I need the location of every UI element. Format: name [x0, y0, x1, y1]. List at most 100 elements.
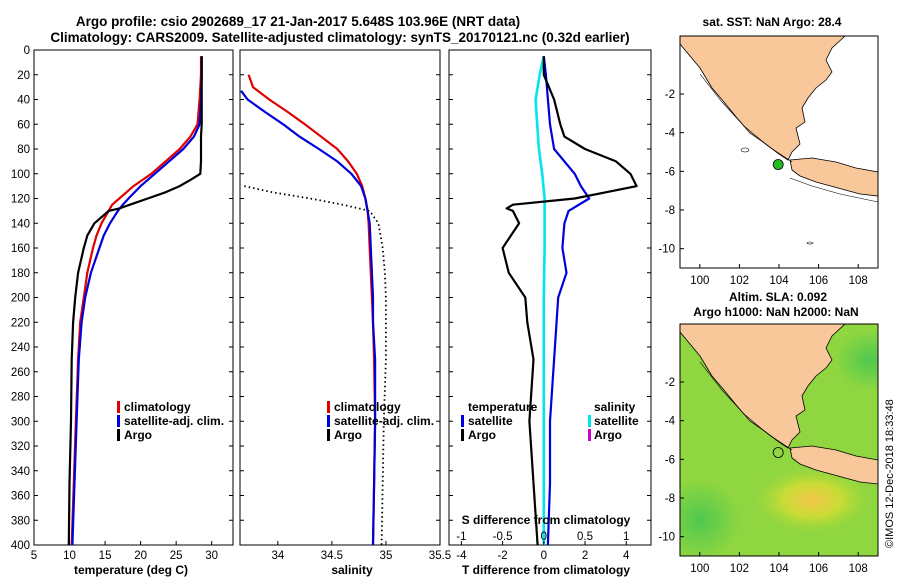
- legend-swatch-s-argo: [588, 429, 591, 441]
- legend-label-argo: Argo: [334, 428, 362, 442]
- y-tick-label: 360: [11, 491, 30, 503]
- x-tick-label: 15: [99, 550, 112, 562]
- legend-title-salinity: salinity: [594, 400, 636, 414]
- legend-title-temperature: temperature: [468, 400, 538, 414]
- y-tick-label: 200: [11, 293, 30, 305]
- y-tick-label: 60: [17, 119, 30, 131]
- y-tick-label: 0: [24, 45, 30, 57]
- series-t-satellite: [542, 56, 591, 546]
- sla-low-anomaly: [680, 480, 740, 556]
- map-y-tick-label: -2: [665, 89, 675, 101]
- sla-map-title: Altim. SLA: 0.092: [729, 290, 827, 304]
- sst-map-title: sat. SST: NaN Argo: 28.4: [703, 15, 842, 29]
- temperature-xlabel: temperature (deg C): [74, 563, 188, 577]
- map-y-tick-label: -6: [665, 454, 675, 466]
- legend-label-climatology: climatology: [334, 400, 401, 414]
- sumatra-land: [679, 35, 847, 161]
- map-y-tick-label: -2: [665, 377, 675, 389]
- shelf-contour: [699, 361, 793, 451]
- x-tick-label: 20: [134, 550, 147, 562]
- salinity-axes: [239, 49, 441, 546]
- map-y-tick-label: -4: [665, 416, 676, 428]
- shelf-contour-south: [789, 177, 879, 203]
- legend-label-s-argo: Argo: [594, 428, 622, 442]
- x-tick-label: 10: [63, 550, 76, 562]
- legend-swatch-satellite: [117, 415, 120, 427]
- y-tick-label: 220: [11, 317, 30, 329]
- y-tick-label: 80: [17, 144, 30, 156]
- x-tick-label-salinity: 0: [541, 531, 547, 543]
- x-tick-label: -4: [456, 550, 467, 562]
- island: [740, 147, 750, 153]
- sla-high-anomaly: [752, 466, 872, 534]
- y-tick-label: 300: [11, 416, 30, 428]
- x-tick-label-salinity: 0.5: [577, 531, 593, 543]
- map-y-tick-label: -8: [665, 205, 675, 217]
- sla-map-subtitle: Argo h1000: NaN h2000: NaN: [693, 305, 858, 319]
- x-tick-label: 2: [582, 550, 588, 562]
- argo-location-marker: [772, 159, 784, 170]
- map-x-tick-label: 108: [849, 275, 868, 287]
- series-argo: [67, 56, 203, 546]
- shelf-contour: [699, 73, 793, 163]
- sst-map: sat. SST: NaN Argo: 28.4 100 102 104 106 108…: [658, 15, 879, 287]
- y-tick-label: 240: [11, 342, 30, 354]
- temperature-legend: climatology satellite-adj. clim. Argo: [117, 400, 224, 442]
- header-line2: Climatology: CARS2009. Satellite-adjuste…: [50, 30, 629, 45]
- temperature-panel: 0 20 40 60 80 100 120 140 160 180 200 220 240 260 280 3…: [11, 45, 234, 577]
- x-tick-label: 30: [205, 550, 218, 562]
- x-tick-label: 5: [31, 550, 37, 562]
- java-land: [789, 445, 878, 485]
- map-y-tick-label: -4: [665, 128, 676, 140]
- legend-label-climatology: climatology: [124, 400, 191, 414]
- y-tick-label: 260: [11, 367, 30, 379]
- legend-swatch-t-satellite: [461, 415, 464, 427]
- x-tick-label: -2: [497, 550, 507, 562]
- y-tick-label: 160: [11, 243, 30, 255]
- legend-swatch-argo: [327, 429, 330, 441]
- legend-label-s-satellite: satellite: [594, 414, 639, 428]
- legend-swatch-t-argo: [461, 429, 464, 441]
- x-tick-label-salinity: 1: [623, 531, 629, 543]
- legend-swatch-climatology: [327, 401, 330, 413]
- y-tick-label: 40: [17, 95, 30, 107]
- map-x-tick-label: 100: [690, 563, 709, 575]
- map-x-tick-label: 108: [849, 563, 868, 575]
- map-y-tick-label: -10: [658, 532, 675, 544]
- y-tick-label: 280: [11, 392, 30, 404]
- map-x-tick-label: 106: [809, 275, 828, 287]
- y-tick-label: 180: [11, 268, 30, 280]
- difference-xlabel: T difference from climatology: [462, 563, 630, 577]
- legend-label-satellite: satellite-adj. clim.: [334, 414, 434, 428]
- y-tick-label: 380: [11, 515, 30, 527]
- map-x-tick-label: 104: [769, 563, 789, 575]
- salinity-legend: climatology satellite-adj. clim. Argo: [327, 400, 434, 442]
- map-x-tick-label: 102: [730, 563, 749, 575]
- y-tick-label: 100: [11, 169, 30, 181]
- y-tick-label: 120: [11, 194, 30, 206]
- x-tick-label: 4: [623, 550, 630, 562]
- salinity-xlabel: salinity: [331, 563, 373, 577]
- x-tick-label-salinity: -0.5: [493, 531, 513, 543]
- salinity-panel: 34 34.5 35 35.5 salinity climatology satell…: [239, 49, 451, 577]
- difference-legend: temperature satellite Argo salinity sate…: [461, 400, 639, 442]
- map-x-tick-label: 104: [769, 275, 789, 287]
- x-tick-label: 25: [170, 550, 183, 562]
- x-tick-label: 0: [541, 550, 547, 562]
- footer-signature: ©IMOS 12-Dec-2018 18:33:48: [884, 399, 896, 548]
- java-land: [789, 157, 879, 197]
- map-y-tick-label: -10: [658, 244, 675, 256]
- legend-swatch-s-satellite: [588, 415, 591, 427]
- series-satellite: [240, 90, 377, 546]
- legend-label-t-satellite: satellite: [468, 414, 513, 428]
- island: [806, 241, 814, 245]
- map-x-tick-label: 100: [690, 275, 709, 287]
- x-tick-label-salinity: -1: [456, 531, 466, 543]
- x-tick-label: 34: [271, 550, 284, 562]
- y-tick-label: 140: [11, 218, 30, 230]
- map-y-tick-label: -8: [665, 493, 675, 505]
- x-tick-label: 35: [380, 550, 393, 562]
- legend-label-argo: Argo: [124, 428, 152, 442]
- sumatra-land: [680, 324, 846, 449]
